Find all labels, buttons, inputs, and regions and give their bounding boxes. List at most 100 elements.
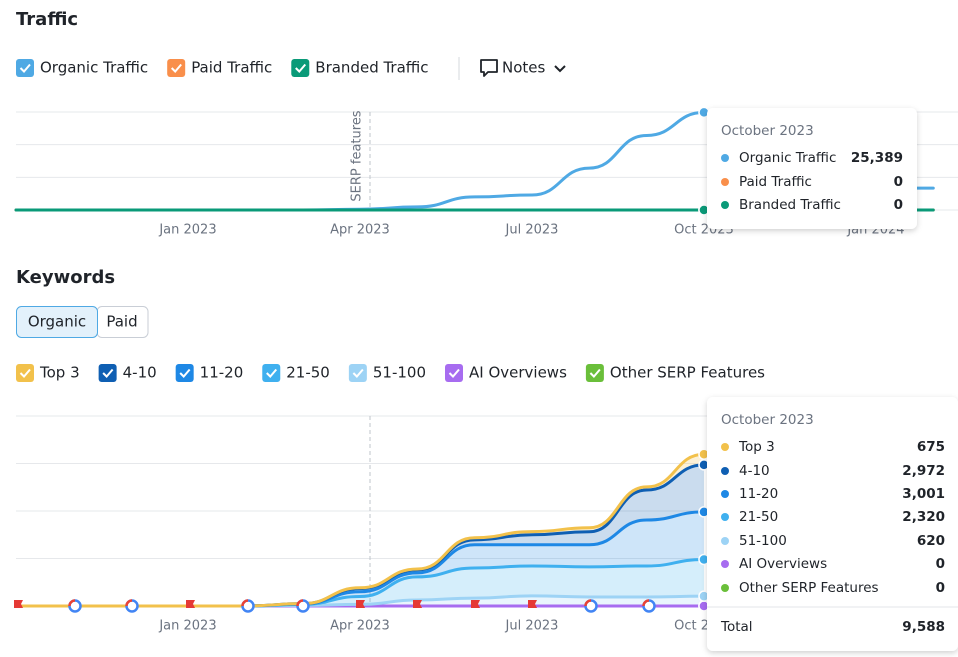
tooltip-dot: [721, 443, 729, 451]
serp-icons: [14, 599, 656, 613]
tooltip-label: 51-100: [739, 533, 787, 549]
tooltip-title: October 2023: [721, 123, 814, 139]
legend-label[interactable]: 4-10: [123, 364, 157, 382]
tooltip-dot: [721, 490, 729, 498]
tooltip-title: October 2023: [721, 412, 814, 428]
tab-label[interactable]: Paid: [106, 313, 137, 331]
legend-label[interactable]: Branded Traffic: [315, 59, 428, 77]
tooltip: October 2023 Organic Traffic 25,389 Paid Tr…: [707, 108, 917, 229]
x-tick-label: Jan 2023: [158, 223, 216, 238]
legend-checkbox[interactable]: [175, 364, 194, 382]
tooltip-value: 3,001: [902, 486, 945, 502]
tooltip-dot: [721, 513, 729, 521]
google-icon-part: [68, 599, 76, 607]
chevron: [554, 65, 566, 73]
google-icon-part: [241, 599, 249, 607]
check: [170, 63, 182, 73]
legend-label[interactable]: 21-50: [286, 364, 330, 382]
legend-label[interactable]: Organic Traffic: [40, 59, 148, 77]
check: [19, 368, 31, 378]
tooltip-dot: [721, 584, 729, 592]
flag-icon: [356, 600, 365, 612]
google-icon-part: [642, 599, 650, 607]
legend-label[interactable]: AI Overviews: [469, 364, 567, 382]
google-icon-part: [584, 599, 592, 607]
x-tick-label: Apr 2023: [330, 619, 390, 634]
legend-label[interactable]: 11-20: [200, 364, 244, 382]
traffic-title: Traffic: [16, 9, 78, 30]
tooltip-label: 4-10: [739, 463, 770, 479]
flag-icon: [471, 600, 480, 612]
notes-button[interactable]: Notes: [480, 59, 566, 77]
check: [352, 368, 364, 378]
tooltip-value: 0: [936, 580, 945, 596]
legend-checkbox[interactable]: [16, 364, 34, 382]
tooltip-value: 25,389: [851, 150, 903, 166]
check: [179, 368, 191, 378]
tooltip-value: 2,320: [902, 509, 945, 525]
tooltip-value: 0: [936, 556, 945, 572]
tooltip-dot: [721, 467, 729, 475]
google-icon-part: [125, 599, 133, 607]
legend-label[interactable]: 51-100: [373, 364, 426, 382]
flag-icon: [186, 600, 195, 612]
google-icon-part: [296, 599, 304, 607]
tooltip-box: [707, 397, 958, 651]
area-band: [16, 464, 704, 606]
check: [266, 368, 278, 378]
tooltip-total: 9,588: [902, 619, 945, 635]
legend-checkbox[interactable]: [348, 364, 367, 382]
tooltip-label: Organic Traffic: [739, 150, 836, 166]
tooltip-total-label: Total: [720, 619, 753, 635]
flag-icon: [528, 600, 537, 612]
tooltip-value: 675: [917, 439, 945, 455]
flag-icon: [413, 600, 422, 612]
check: [448, 368, 460, 378]
tooltip-dot: [721, 154, 729, 162]
tooltip-label: Paid Traffic: [739, 174, 812, 190]
tabs: Organic Paid: [16, 306, 149, 338]
traffic-legend: Organic Traffic Paid Traffic Branded Traff…: [16, 59, 429, 77]
tooltip-box: [707, 108, 917, 229]
legend-checkbox[interactable]: [98, 364, 117, 382]
tooltip-label: 21-50: [739, 509, 778, 525]
legend-checkbox[interactable]: [291, 59, 310, 77]
legend-checkbox[interactable]: [445, 364, 463, 382]
legend-checkbox[interactable]: [585, 364, 604, 382]
legend-label[interactable]: Other SERP Features: [610, 364, 765, 382]
tooltip-label: Other SERP Features: [739, 580, 879, 596]
x-tick-label: Jul 2023: [505, 223, 559, 238]
notes-label[interactable]: Notes: [502, 59, 546, 77]
tooltip-label: Branded Traffic: [739, 197, 841, 213]
legend-checkbox[interactable]: [262, 364, 281, 382]
tab-label[interactable]: Organic: [28, 313, 86, 331]
tooltip-label: 11-20: [739, 486, 778, 502]
tooltip-label: Top 3: [738, 439, 775, 455]
area-band: [16, 559, 704, 606]
tooltip: October 2023 Top 3 675 4-10 2,972 11-20 3,001 2…: [707, 397, 958, 651]
x-tick-label: Jul 2023: [505, 619, 559, 634]
check: [102, 368, 114, 378]
tooltip-value: 620: [917, 533, 945, 549]
legend-label[interactable]: Top 3: [39, 364, 80, 382]
annotation: SERP features: [350, 110, 365, 201]
check: [19, 63, 31, 73]
area-band: [16, 511, 704, 606]
x-tick-label: Jan 2023: [158, 619, 216, 634]
tab-organic[interactable]: [16, 306, 98, 338]
tooltip-value: 0: [894, 197, 903, 213]
x-tick-label: Apr 2023: [330, 223, 390, 238]
tooltip-dot: [721, 560, 729, 568]
tooltip-value: 2,972: [902, 463, 945, 479]
tooltip-value: 0: [894, 174, 903, 190]
tooltip-dot: [721, 537, 729, 545]
legend-checkbox[interactable]: [16, 59, 34, 77]
tooltip-dot: [721, 201, 729, 209]
legend-label[interactable]: Paid Traffic: [191, 59, 272, 77]
check: [589, 368, 601, 378]
tooltip-label: AI Overviews: [739, 556, 827, 572]
keywords-title: Keywords: [16, 267, 115, 288]
notes-icon: [480, 59, 498, 77]
legend-checkbox[interactable]: [167, 59, 186, 77]
